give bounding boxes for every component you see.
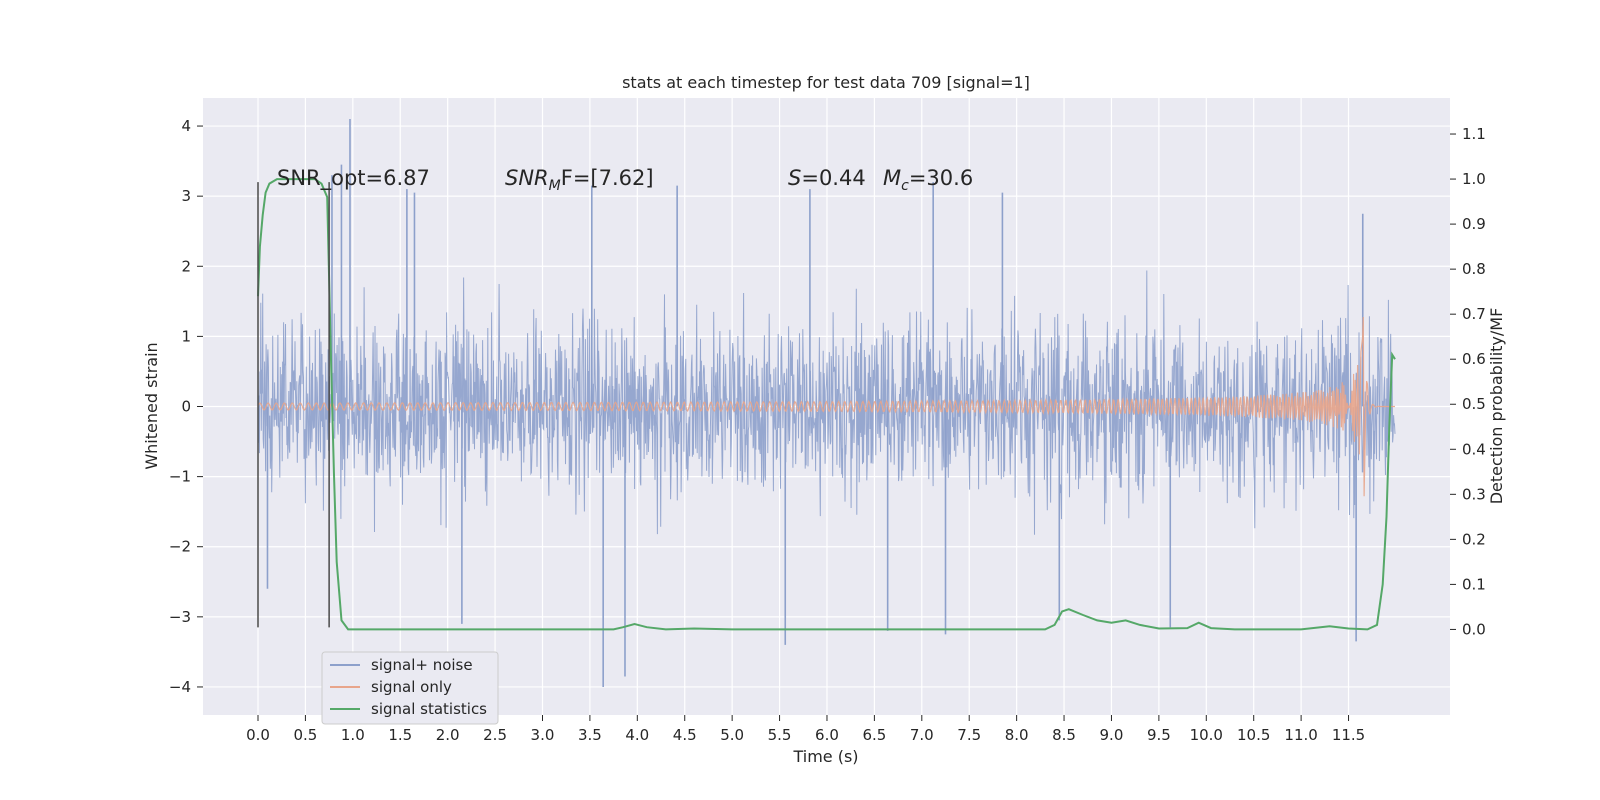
- noise-line: [257, 270, 1396, 535]
- y2-tick-label: 0.1: [1462, 575, 1486, 593]
- annotation-snr-mf: SNRMF=[7.62]: [505, 166, 654, 194]
- y-tick-label: −2: [169, 538, 191, 556]
- y-tick-label: −1: [169, 468, 191, 486]
- y-tick-label: 2: [181, 257, 191, 275]
- signal-only-line: [257, 316, 1395, 497]
- annotation-snr-opt: SNR_opt=6.87: [277, 166, 430, 191]
- signal-statistics-line: [257, 178, 1396, 631]
- legend-box: [321, 651, 499, 725]
- x-tick-label: 5.0: [720, 726, 744, 744]
- x-tick-label: 3.0: [531, 726, 555, 744]
- y-tick-label: 0: [181, 398, 191, 416]
- y2-tick-label: 0.5: [1462, 395, 1486, 413]
- noise-series: [257, 270, 1396, 535]
- annotation-mc-main: M: [883, 166, 901, 190]
- x-tick-label: 10.0: [1190, 726, 1223, 744]
- window-markers: [257, 182, 330, 628]
- annotation-snr-mf-tail: F=[7.62]: [561, 166, 654, 190]
- legend-label-signal-only: signal only: [371, 678, 452, 696]
- y-tick-label: 1: [181, 327, 191, 345]
- y2-tick-label: 0.3: [1462, 485, 1486, 503]
- x-tick-label: 4.5: [673, 726, 697, 744]
- chart-title: stats at each timestep for test data 709…: [622, 73, 1030, 92]
- x-tick-label: 9.0: [1100, 726, 1124, 744]
- y-tick-label: 3: [181, 187, 191, 205]
- y2-tick-label: 1.0: [1462, 170, 1486, 188]
- x-tick-label: 1.5: [388, 726, 412, 744]
- y2-tick-label: 0.2: [1462, 530, 1486, 548]
- annotation-mc-sub: c: [901, 178, 909, 194]
- y2-tick-label: 0.6: [1462, 350, 1486, 368]
- signal-only-series: [257, 316, 1395, 497]
- y-axis-label: Whitened strain: [142, 342, 161, 469]
- x-tick-label: 3.5: [578, 726, 602, 744]
- x-tick-label: 8.5: [1052, 726, 1076, 744]
- y-tick-label: −4: [169, 678, 191, 696]
- x-tick-label: 1.0: [341, 726, 365, 744]
- annotation-s: S=0.44: [788, 166, 866, 190]
- x-tick-label: 11.0: [1284, 726, 1317, 744]
- y2-tick-label: 0.9: [1462, 215, 1486, 233]
- y-ticks-left: 4 3 2 1 0 −1 −2 −3 −4: [169, 117, 203, 696]
- y-tick-label: −3: [169, 608, 191, 626]
- x-tick-label: 11.5: [1332, 726, 1365, 744]
- x-tick-label: 4.0: [625, 726, 649, 744]
- y2-tick-label: 0.8: [1462, 260, 1486, 278]
- signal-statistics-series: [257, 178, 1396, 631]
- annotation-snr-mf-sub: M: [549, 178, 561, 194]
- x-tick-label: 8.0: [1005, 726, 1029, 744]
- noise-spikes: [266, 119, 1364, 687]
- annotation-s-main: S: [788, 166, 801, 190]
- x-ticks: 0.0 0.5 1.0 1.5 2.0 2.5 3.0 3.5 4.0 4.5 5.0 5.5 6.0 6…: [246, 715, 1365, 744]
- x-tick-label: 2.0: [436, 726, 460, 744]
- annotation-mc: Mc=30.6: [883, 166, 973, 194]
- y2-tick-label: 1.1: [1462, 125, 1486, 143]
- y2-tick-label: 0.0: [1462, 620, 1486, 638]
- x-tick-label: 2.5: [483, 726, 507, 744]
- x-axis-label: Time (s): [792, 747, 858, 766]
- x-tick-label: 7.0: [910, 726, 934, 744]
- x-tick-label: 7.5: [957, 726, 981, 744]
- y2-tick-label: 0.7: [1462, 305, 1486, 323]
- y-ticks-right: 1.1 1.0 0.9 0.8 0.7 0.6 0.5 0.4 0.3 0.2 0.1 0.0: [1450, 125, 1486, 638]
- x-tick-label: 0.0: [246, 726, 270, 744]
- y-tick-label: 4: [181, 117, 191, 135]
- x-tick-label: 6.5: [862, 726, 886, 744]
- x-tick-label: 6.0: [815, 726, 839, 744]
- y2-axis-label: Detection probability/MF: [1487, 308, 1506, 505]
- x-tick-label: 0.5: [293, 726, 317, 744]
- annotation-mc-tail: =30.6: [909, 166, 973, 190]
- legend-label-signal-noise: signal+ noise: [371, 656, 473, 674]
- legend: signal+ noise signal only signal statist…: [321, 651, 499, 725]
- y2-tick-label: 0.4: [1462, 440, 1486, 458]
- annotation-snr-mf-main: SNR: [505, 166, 549, 190]
- x-tick-label: 5.5: [768, 726, 792, 744]
- x-tick-label: 9.5: [1147, 726, 1171, 744]
- x-tick-label: 10.5: [1237, 726, 1270, 744]
- annotation-s-tail: =0.44: [801, 166, 865, 190]
- legend-label-signal-statistics: signal statistics: [371, 700, 487, 718]
